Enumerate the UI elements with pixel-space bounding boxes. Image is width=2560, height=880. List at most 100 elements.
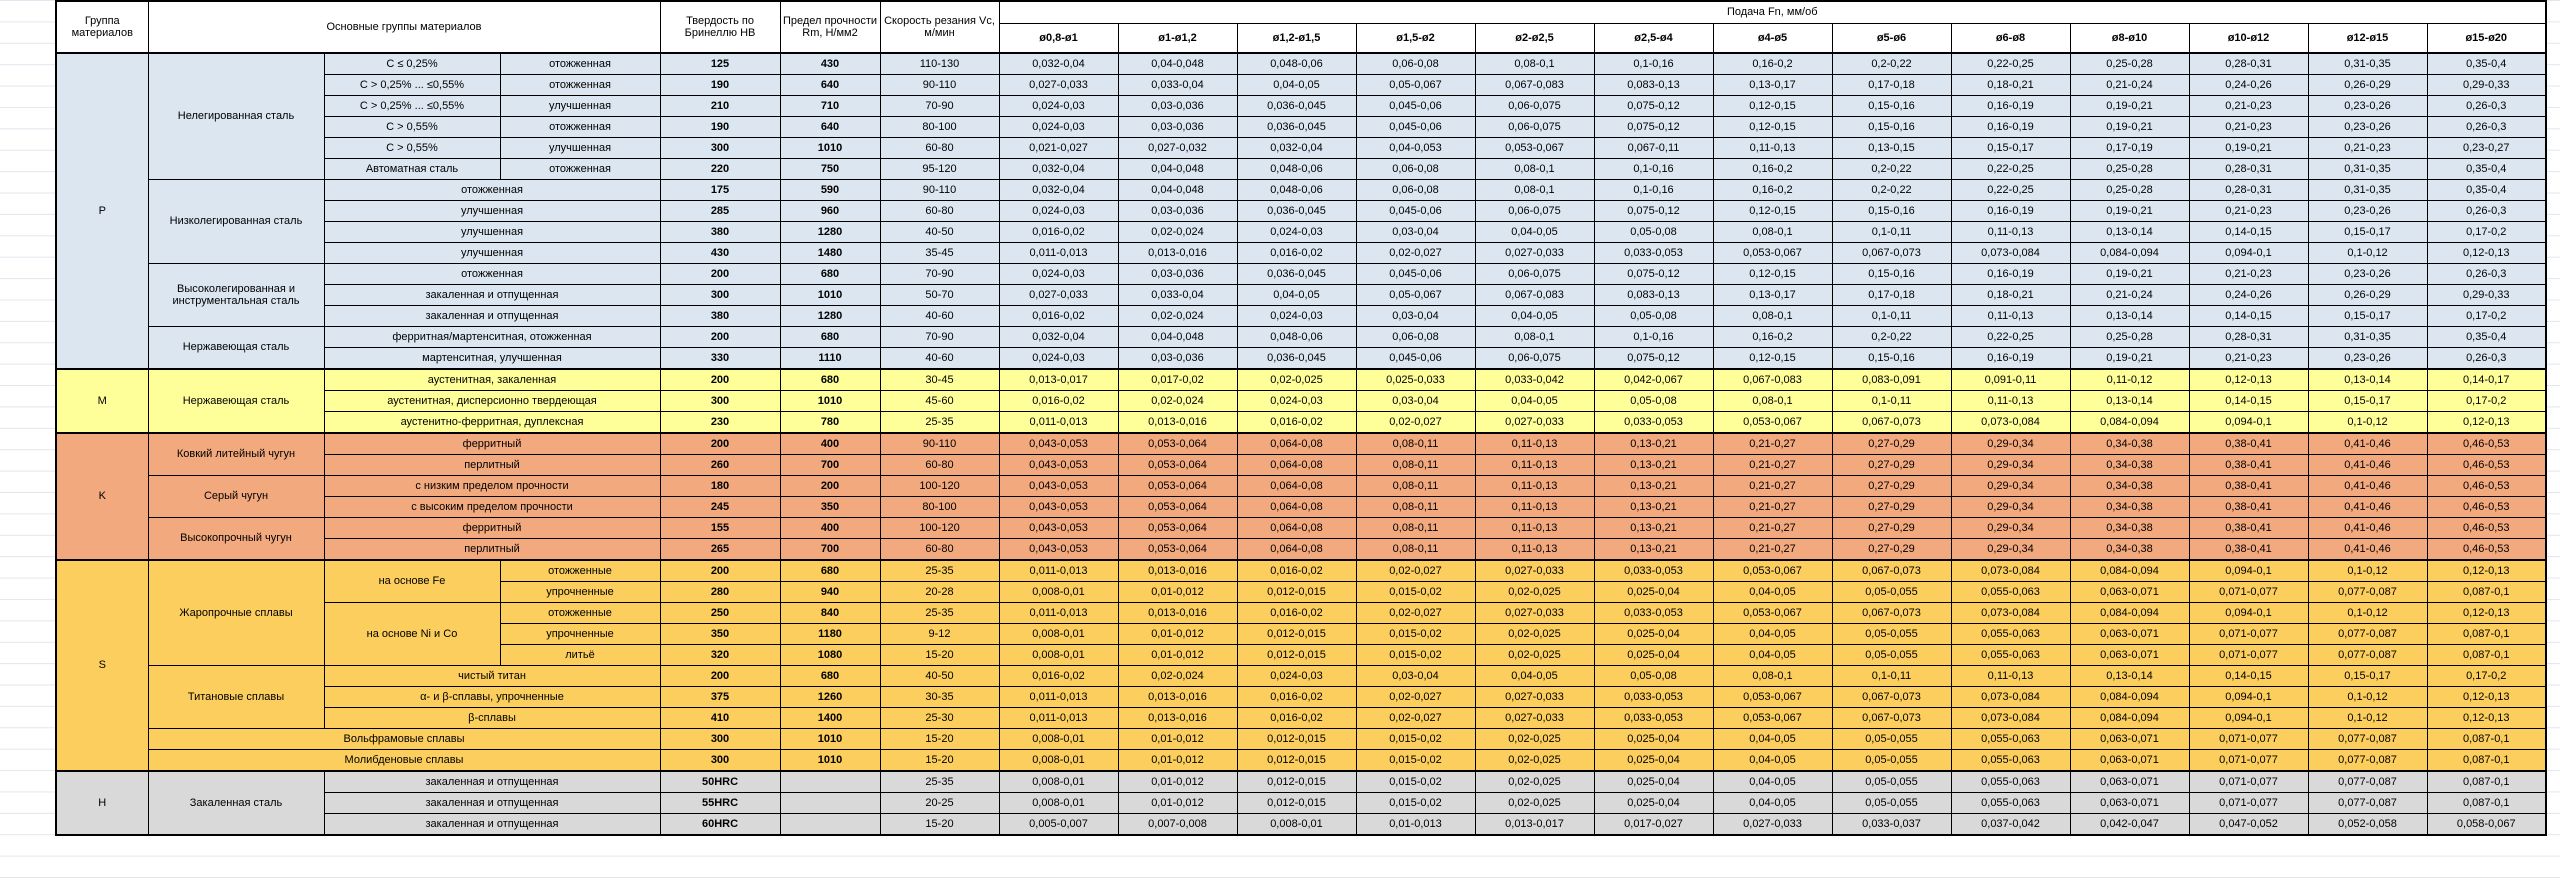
feed-cell-2[interactable]: 0,012-0,015 bbox=[1236, 581, 1357, 603]
feed-cell-7[interactable]: 0,2-0,22 bbox=[1831, 52, 1952, 75]
material-cell[interactable]: C ≤ 0,25% bbox=[323, 52, 501, 75]
feed-cell-11[interactable]: 0,21-0,23 bbox=[2307, 137, 2428, 159]
feed-cell-10[interactable]: 0,094-0,1 bbox=[2188, 686, 2309, 708]
feed-cell-10[interactable]: 0,094-0,1 bbox=[2188, 559, 2309, 582]
feed-cell-0[interactable]: 0,043-0,053 bbox=[998, 475, 1119, 497]
feed-cell-2[interactable]: 0,024-0,03 bbox=[1236, 305, 1357, 327]
strength-cell[interactable]: 350 bbox=[779, 496, 881, 518]
feed-cell-11[interactable]: 0,31-0,35 bbox=[2307, 52, 2428, 75]
feed-cell-10[interactable]: 0,38-0,41 bbox=[2188, 517, 2309, 539]
feed-cell-10[interactable]: 0,19-0,21 bbox=[2188, 137, 2309, 159]
feed-cell-6[interactable]: 0,16-0,2 bbox=[1712, 326, 1833, 348]
feed-cell-10[interactable]: 0,21-0,23 bbox=[2188, 347, 2309, 370]
feed-cell-2[interactable]: 0,036-0,045 bbox=[1236, 263, 1357, 285]
material-cell[interactable]: Нержавеющая сталь bbox=[147, 368, 325, 434]
hardness-cell[interactable]: 410 bbox=[659, 707, 781, 729]
feed-cell-4[interactable]: 0,027-0,033 bbox=[1474, 686, 1595, 708]
feed-cell-4[interactable]: 0,11-0,13 bbox=[1474, 517, 1595, 539]
feed-cell-8[interactable]: 0,055-0,063 bbox=[1950, 623, 2071, 645]
material-cell[interactable]: Серый чугун bbox=[147, 475, 325, 518]
feed-cell-3[interactable]: 0,06-0,08 bbox=[1355, 179, 1476, 201]
feed-cell-7[interactable]: 0,067-0,073 bbox=[1831, 686, 1952, 708]
material-cell[interactable]: Высокопрочный чугун bbox=[147, 517, 325, 561]
feed-cell-12[interactable]: 0,35-0,4 bbox=[2426, 179, 2547, 201]
feed-cell-3[interactable]: 0,015-0,02 bbox=[1355, 749, 1476, 772]
feed-cell-6[interactable]: 0,12-0,15 bbox=[1712, 263, 1833, 285]
feed-cell-9[interactable]: 0,19-0,21 bbox=[2069, 116, 2190, 138]
feed-cell-9[interactable]: 0,34-0,38 bbox=[2069, 538, 2190, 561]
feed-cell-11[interactable]: 0,15-0,17 bbox=[2307, 221, 2428, 243]
feed-cell-10[interactable]: 0,094-0,1 bbox=[2188, 602, 2309, 624]
cutting-speed-cell[interactable]: 70-90 bbox=[879, 326, 1000, 348]
feed-cell-11[interactable]: 0,077-0,087 bbox=[2307, 581, 2428, 603]
feed-cell-4[interactable]: 0,02-0,025 bbox=[1474, 749, 1595, 772]
material-cell[interactable]: с низким пределом прочности bbox=[323, 475, 661, 497]
feed-cell-11[interactable]: 0,31-0,35 bbox=[2307, 158, 2428, 180]
feed-cell-7[interactable]: 0,1-0,11 bbox=[1831, 390, 1952, 412]
feed-cell-10[interactable]: 0,071-0,077 bbox=[2188, 644, 2309, 666]
feed-cell-4[interactable]: 0,11-0,13 bbox=[1474, 475, 1595, 497]
feed-cell-10[interactable]: 0,071-0,077 bbox=[2188, 749, 2309, 772]
material-cell[interactable]: аустенитно-ферритная, дуплексная bbox=[323, 411, 661, 434]
feed-cell-5[interactable]: 0,13-0,21 bbox=[1593, 454, 1714, 476]
feed-diameter-header-8[interactable]: ø6-ø8 bbox=[1950, 22, 2071, 54]
feed-cell-6[interactable]: 0,21-0,27 bbox=[1712, 432, 1833, 455]
feed-cell-5[interactable]: 0,025-0,04 bbox=[1593, 623, 1714, 645]
feed-cell-6[interactable]: 0,08-0,1 bbox=[1712, 665, 1833, 687]
feed-cell-2[interactable]: 0,016-0,02 bbox=[1236, 411, 1357, 434]
strength-cell[interactable]: 1280 bbox=[779, 305, 881, 327]
feed-cell-5[interactable]: 0,075-0,12 bbox=[1593, 200, 1714, 222]
material-cell[interactable]: отожженная bbox=[499, 158, 661, 180]
feed-cell-6[interactable]: 0,027-0,033 bbox=[1712, 813, 1833, 836]
feed-cell-2[interactable]: 0,064-0,08 bbox=[1236, 475, 1357, 497]
feed-cell-7[interactable]: 0,067-0,073 bbox=[1831, 707, 1952, 729]
hardness-cell[interactable]: 380 bbox=[659, 305, 781, 327]
feed-cell-0[interactable]: 0,011-0,013 bbox=[998, 686, 1119, 708]
feed-cell-0[interactable]: 0,024-0,03 bbox=[998, 263, 1119, 285]
feed-cell-2[interactable]: 0,048-0,06 bbox=[1236, 326, 1357, 348]
feed-cell-6[interactable]: 0,16-0,2 bbox=[1712, 52, 1833, 75]
material-cell[interactable]: аустенитная, дисперсионно твердеющая bbox=[323, 390, 661, 412]
feed-cell-7[interactable]: 0,05-0,055 bbox=[1831, 623, 1952, 645]
feed-cell-2[interactable]: 0,016-0,02 bbox=[1236, 707, 1357, 729]
material-cell[interactable]: литьё bbox=[499, 644, 661, 666]
feed-cell-10[interactable]: 0,24-0,26 bbox=[2188, 284, 2309, 306]
cutting-speed-cell[interactable]: 110-130 bbox=[879, 52, 1000, 75]
strength-cell[interactable]: 200 bbox=[779, 475, 881, 497]
feed-cell-11[interactable]: 0,15-0,17 bbox=[2307, 390, 2428, 412]
feed-cell-10[interactable]: 0,071-0,077 bbox=[2188, 770, 2309, 793]
feed-cell-3[interactable]: 0,02-0,027 bbox=[1355, 707, 1476, 729]
feed-cell-3[interactable]: 0,015-0,02 bbox=[1355, 581, 1476, 603]
feed-cell-0[interactable]: 0,043-0,053 bbox=[998, 432, 1119, 455]
feed-diameter-header-9[interactable]: ø8-ø10 bbox=[2069, 22, 2190, 54]
feed-cell-7[interactable]: 0,05-0,055 bbox=[1831, 728, 1952, 750]
feed-cell-3[interactable]: 0,08-0,11 bbox=[1355, 454, 1476, 476]
feed-cell-6[interactable]: 0,04-0,05 bbox=[1712, 644, 1833, 666]
feed-cell-3[interactable]: 0,045-0,06 bbox=[1355, 116, 1476, 138]
feed-cell-0[interactable]: 0,008-0,01 bbox=[998, 644, 1119, 666]
feed-cell-7[interactable]: 0,17-0,18 bbox=[1831, 74, 1952, 96]
feed-cell-12[interactable]: 0,17-0,2 bbox=[2426, 221, 2547, 243]
feed-cell-0[interactable]: 0,032-0,04 bbox=[998, 179, 1119, 201]
strength-cell[interactable] bbox=[779, 792, 881, 814]
feed-cell-3[interactable]: 0,03-0,04 bbox=[1355, 390, 1476, 412]
feed-cell-3[interactable]: 0,02-0,027 bbox=[1355, 559, 1476, 582]
feed-cell-12[interactable]: 0,12-0,13 bbox=[2426, 602, 2547, 624]
strength-cell[interactable]: 940 bbox=[779, 581, 881, 603]
hardness-cell[interactable]: 125 bbox=[659, 52, 781, 75]
material-cell[interactable]: Низколегированная сталь bbox=[147, 179, 325, 264]
feed-cell-9[interactable]: 0,34-0,38 bbox=[2069, 454, 2190, 476]
feed-cell-8[interactable]: 0,29-0,34 bbox=[1950, 432, 2071, 455]
hardness-cell[interactable]: 50HRC bbox=[659, 770, 781, 793]
feed-cell-6[interactable]: 0,12-0,15 bbox=[1712, 95, 1833, 117]
feed-cell-5[interactable]: 0,075-0,12 bbox=[1593, 347, 1714, 370]
feed-cell-5[interactable]: 0,05-0,08 bbox=[1593, 221, 1714, 243]
hardness-cell[interactable]: 300 bbox=[659, 137, 781, 159]
hardness-cell[interactable]: 200 bbox=[659, 368, 781, 391]
feed-cell-4[interactable]: 0,02-0,025 bbox=[1474, 644, 1595, 666]
feed-cell-2[interactable]: 0,012-0,015 bbox=[1236, 770, 1357, 793]
cutting-speed-cell[interactable]: 90-110 bbox=[879, 432, 1000, 455]
feed-cell-5[interactable]: 0,042-0,067 bbox=[1593, 368, 1714, 391]
material-cell[interactable]: упрочненные bbox=[499, 581, 661, 603]
material-cell[interactable]: закаленная и отпущенная bbox=[323, 770, 661, 793]
